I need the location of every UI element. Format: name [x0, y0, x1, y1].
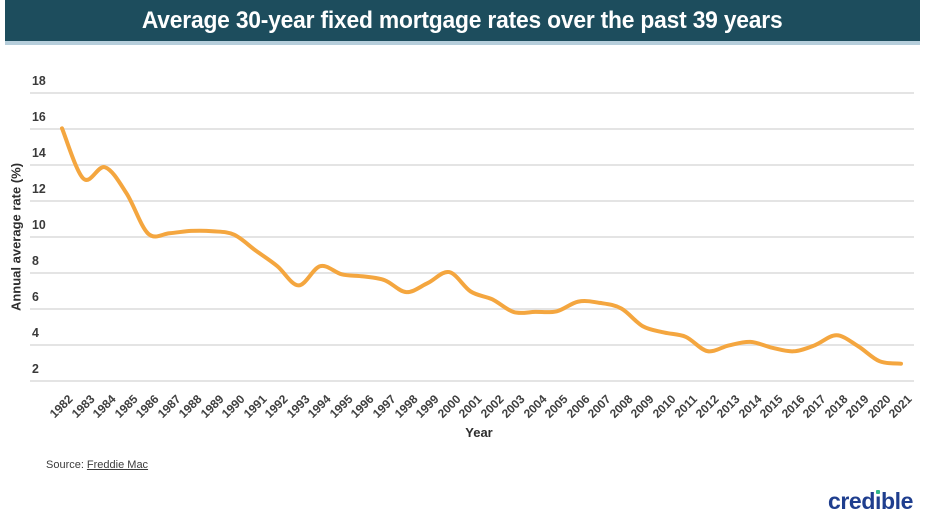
logo-text-end: ble	[880, 488, 913, 514]
logo-text-start: cred	[827, 488, 875, 514]
y-axis-title: Annual average rate (%)	[8, 162, 24, 312]
source-note: Source: Freddie Mac	[46, 459, 148, 471]
source-link[interactable]: Freddie Mac	[86, 459, 149, 471]
source-prefix: Source:	[46, 459, 84, 471]
chart-title: Average 30-year fixed mortgage rates ove…	[142, 6, 783, 34]
chart-title-bar: Average 30-year fixed mortgage rates ove…	[5, 0, 920, 45]
rate-line-series	[60, 126, 903, 366]
logo-letter-i: ı	[874, 488, 881, 514]
x-axis-title: Year	[465, 425, 493, 440]
logo-green-dot-icon	[875, 489, 881, 494]
credible-logo: cred ıble	[828, 488, 913, 515]
